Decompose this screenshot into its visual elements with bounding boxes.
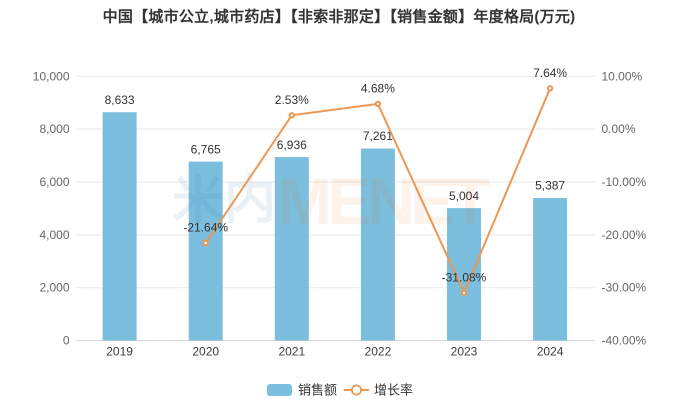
svg-text:5,004: 5,004 xyxy=(449,189,479,203)
svg-text:-31.08%: -31.08% xyxy=(442,270,487,284)
svg-text:8,000: 8,000 xyxy=(39,122,69,136)
svg-text:2023: 2023 xyxy=(451,345,478,359)
svg-text:2022: 2022 xyxy=(365,345,392,359)
svg-text:2020: 2020 xyxy=(192,345,219,359)
svg-text:7,261: 7,261 xyxy=(363,129,393,143)
svg-text:0: 0 xyxy=(63,333,70,347)
svg-text:增长率: 增长率 xyxy=(374,383,413,398)
svg-text:2,000: 2,000 xyxy=(39,281,69,295)
svg-text:0.00%: 0.00% xyxy=(602,122,636,136)
svg-text:4,000: 4,000 xyxy=(39,228,69,242)
svg-text:7.64%: 7.64% xyxy=(533,66,567,80)
svg-text:-20.00%: -20.00% xyxy=(602,228,647,242)
svg-text:-21.64%: -21.64% xyxy=(183,221,228,235)
svg-text:6,936: 6,936 xyxy=(277,138,307,152)
svg-text:10.00%: 10.00% xyxy=(602,69,643,83)
svg-text:5,387: 5,387 xyxy=(535,179,565,193)
svg-text:-10.00%: -10.00% xyxy=(602,175,647,189)
svg-text:中国【城市公立,城市药店】【非索非那定】【销售金额】年度格局: 中国【城市公立,城市药店】【非索非那定】【销售金额】年度格局(万元) xyxy=(103,8,576,26)
svg-text:10,000: 10,000 xyxy=(33,69,70,83)
svg-text:销售额: 销售额 xyxy=(298,383,337,398)
svg-text:-40.00%: -40.00% xyxy=(602,333,647,347)
svg-text:-30.00%: -30.00% xyxy=(602,281,647,295)
svg-text:6,765: 6,765 xyxy=(191,142,221,156)
svg-text:2024: 2024 xyxy=(537,345,564,359)
svg-text:2021: 2021 xyxy=(278,345,305,359)
svg-text:8,633: 8,633 xyxy=(105,93,135,107)
svg-text:2.53%: 2.53% xyxy=(275,93,309,107)
svg-text:2019: 2019 xyxy=(106,345,133,359)
svg-text:MENET: MENET xyxy=(277,164,490,238)
svg-text:4.68%: 4.68% xyxy=(361,82,395,96)
svg-text:米内: 米内 xyxy=(172,172,276,230)
svg-text:6,000: 6,000 xyxy=(39,175,69,189)
